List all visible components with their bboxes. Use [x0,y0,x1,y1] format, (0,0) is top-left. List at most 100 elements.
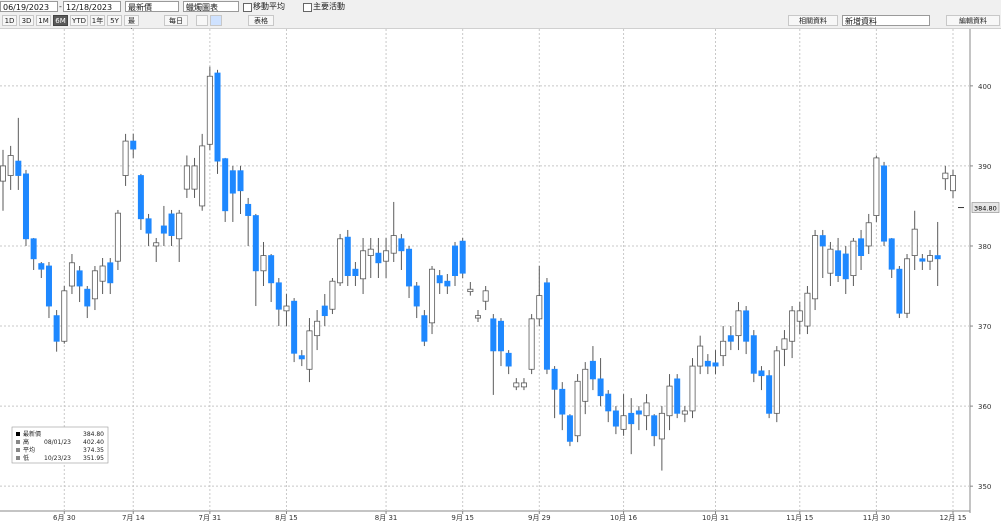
field-select[interactable]: 最新價 [125,1,179,12]
candle-body [858,238,865,256]
candle-body [367,248,374,256]
candle-body [773,350,780,414]
candle-body [505,352,512,367]
candle-body [597,378,604,397]
candle-body [827,248,834,274]
legend-swatch [16,440,20,444]
candle-body [275,282,282,310]
y-tick-label: 390 [978,163,991,171]
candle-body [344,236,351,277]
candle-body [536,295,543,320]
candle-body [268,255,275,284]
candle-body [927,255,934,262]
candle-body [214,72,221,162]
candle-body [812,235,819,300]
candle-body [666,385,673,417]
legend: 最新價 384.80 高 08/01/23 402.40 平均 374.35 低 10/23/2… [11,426,109,464]
toolbar-top: 06/19/2023 - 12/18/2023 最新價 蠟燭圖表 移動平均 主要… [0,0,1001,15]
candle-body [91,270,98,300]
candle-body [804,292,811,327]
table-button[interactable]: 表格 [248,15,274,26]
candle-body [881,165,888,242]
events-checkbox[interactable] [303,3,312,12]
candle-body [30,238,37,260]
candle-body [252,215,259,272]
candle-body [206,75,213,145]
range-button[interactable]: 1M [36,15,51,26]
candle-body [352,268,359,277]
style-select[interactable]: 蠟燭圖表 [183,1,239,12]
candle-body [160,225,167,234]
candle-body [712,362,719,367]
range-button[interactable]: 最大 [124,15,139,36]
candle-body [183,165,190,190]
candle-body [551,368,558,390]
candle-body [260,255,267,272]
range-button[interactable]: 1D [2,15,17,26]
candle-body [681,410,688,415]
candle-body [298,355,305,360]
legend-value: 384.80 [83,431,104,438]
candle-body [574,380,581,437]
related-button[interactable]: 相關資料 [788,15,838,26]
candle-body [520,382,527,388]
candle-body [628,412,635,425]
candle-body [61,290,68,342]
candle-body [7,155,14,176]
range-button[interactable]: 5Y [107,15,122,26]
candle-body [99,265,106,282]
y-tick-label: 380 [978,243,991,251]
candle-body [222,158,229,212]
candle-body [873,157,880,216]
icon-button[interactable] [196,15,208,26]
x-tick-label: 7月 14 [122,514,145,522]
candle-body [122,140,129,176]
ma-checkbox[interactable] [243,3,252,12]
frequency[interactable]: 每日 [164,15,188,26]
candle-body [566,415,573,442]
start-date[interactable]: 06/19/2023 [0,1,58,12]
candle-body [45,265,52,307]
range-button[interactable]: YTD [70,15,88,26]
candle-body [153,242,160,247]
legend-label: 最新價 [23,430,41,438]
candle-body [743,310,750,342]
candle-body [651,415,658,437]
legend-frame [11,426,109,464]
candle-body [107,262,114,284]
candle-body [766,375,773,414]
legend-label: 平均 [23,446,35,454]
range-button[interactable]: 1年 [90,15,105,26]
icon-button[interactable] [210,15,222,26]
range-button[interactable]: 6M [53,15,68,26]
candle-body [865,222,872,247]
x-tick-label: 8月 15 [275,514,298,522]
candle-body [605,393,612,412]
legend-swatch [16,448,20,452]
edit-data-button[interactable]: 編輯資料 [946,15,1000,26]
x-tick-label: 10月 16 [610,514,638,522]
legend-label: 低 [23,454,29,462]
candle-body [452,245,459,277]
candle-body [635,410,642,415]
candle-body [620,415,627,430]
candle-body [474,315,481,319]
candle-body [528,318,535,370]
x-tick-label: 9月 29 [528,514,551,522]
end-date[interactable]: 12/18/2023 [63,1,121,12]
add-data-input[interactable]: 新增資料 [842,15,930,26]
range-button[interactable]: 3D [19,15,34,26]
candle-body [850,240,857,277]
candle-body [444,280,451,287]
candle-body [0,165,6,182]
candle-body [337,238,344,284]
candle-body [796,310,803,322]
candle-body [22,173,29,240]
candle-body [904,258,911,314]
candle-body [314,320,321,337]
x-tick-label: 11月 15 [786,514,813,522]
candle-body [720,340,727,357]
candle-body [245,203,252,216]
x-tick-label: 8月 31 [375,514,398,522]
